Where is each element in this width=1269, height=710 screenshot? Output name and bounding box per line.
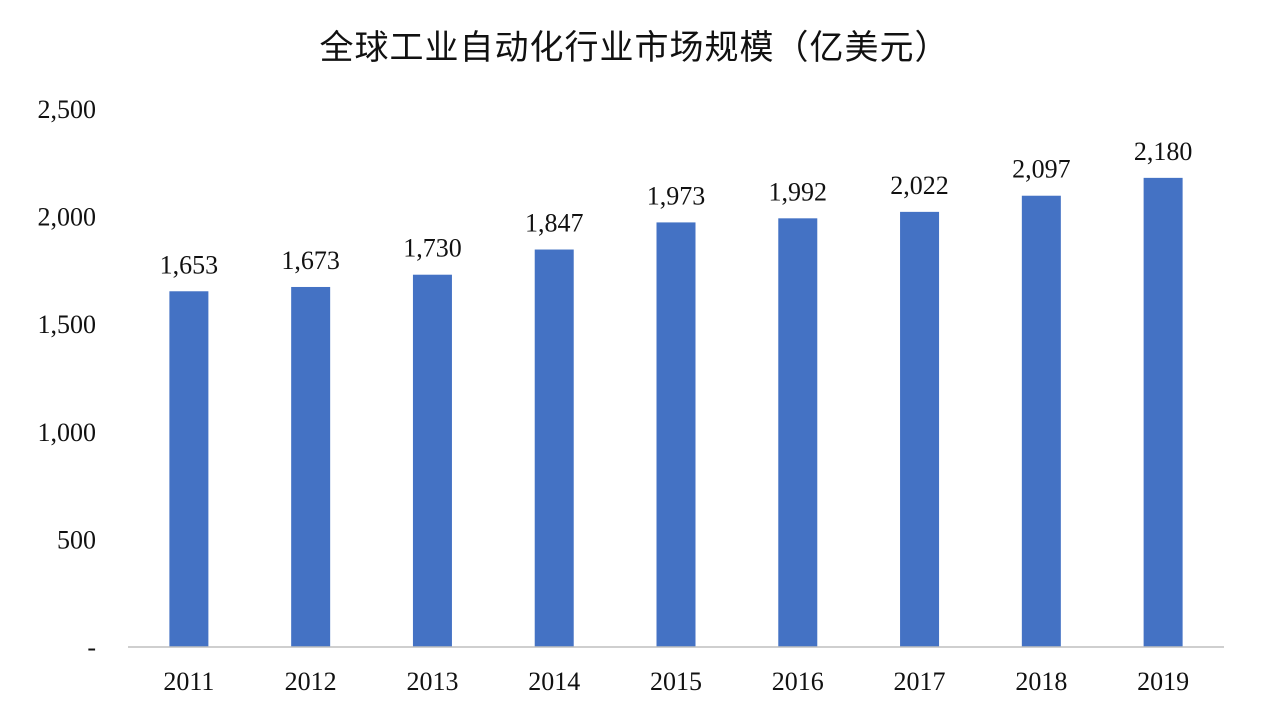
bar-2017	[900, 211, 940, 647]
data-label: 1,973	[647, 181, 706, 210]
bars	[169, 177, 1183, 648]
data-label: 1,653	[160, 250, 219, 279]
data-labels: 1,653 1,673 1,730 1,847 1,973 1,992 2,022 2,097…	[160, 137, 1193, 279]
bar-2013	[412, 274, 452, 647]
x-axis-labels: 2011 2012 2013 2014 2015 2016 2017 2018 2019	[163, 667, 1189, 696]
y-tick-label: -	[87, 633, 96, 662]
x-tick-label: 2019	[1137, 667, 1189, 696]
x-tick-label: 2014	[528, 667, 580, 696]
bar-2019	[1143, 177, 1183, 647]
y-tick-label: 2,500	[38, 95, 97, 124]
bar-2014	[534, 249, 574, 647]
x-tick-label: 2016	[772, 667, 824, 696]
bar-2015	[656, 222, 696, 647]
bar-2012	[291, 286, 331, 647]
x-tick-label: 2015	[650, 667, 702, 696]
y-tick-label: 500	[57, 525, 96, 554]
y-axis-labels: - 500 1,000 1,500 2,000 2,500	[38, 95, 97, 662]
x-tick-label: 2013	[406, 667, 458, 696]
x-tick-label: 2018	[1015, 667, 1067, 696]
data-label: 2,180	[1134, 137, 1193, 166]
data-label: 2,097	[1012, 155, 1071, 184]
x-tick-label: 2011	[163, 667, 214, 696]
y-tick-label: 1,000	[38, 418, 97, 447]
bar-2016	[778, 218, 818, 647]
y-tick-label: 1,500	[38, 310, 97, 339]
data-label: 1,847	[525, 209, 584, 238]
chart-title: 全球工业自动化行业市场规模（亿美元）	[319, 28, 950, 68]
x-tick-label: 2012	[285, 667, 337, 696]
data-label: 2,022	[890, 171, 949, 200]
bar-2011	[169, 291, 209, 647]
data-label: 1,673	[281, 246, 340, 275]
data-label: 1,992	[769, 177, 828, 206]
data-label: 1,730	[403, 234, 462, 263]
y-tick-label: 2,000	[38, 203, 97, 232]
x-tick-label: 2017	[894, 667, 946, 696]
bar-2018	[1021, 195, 1061, 648]
